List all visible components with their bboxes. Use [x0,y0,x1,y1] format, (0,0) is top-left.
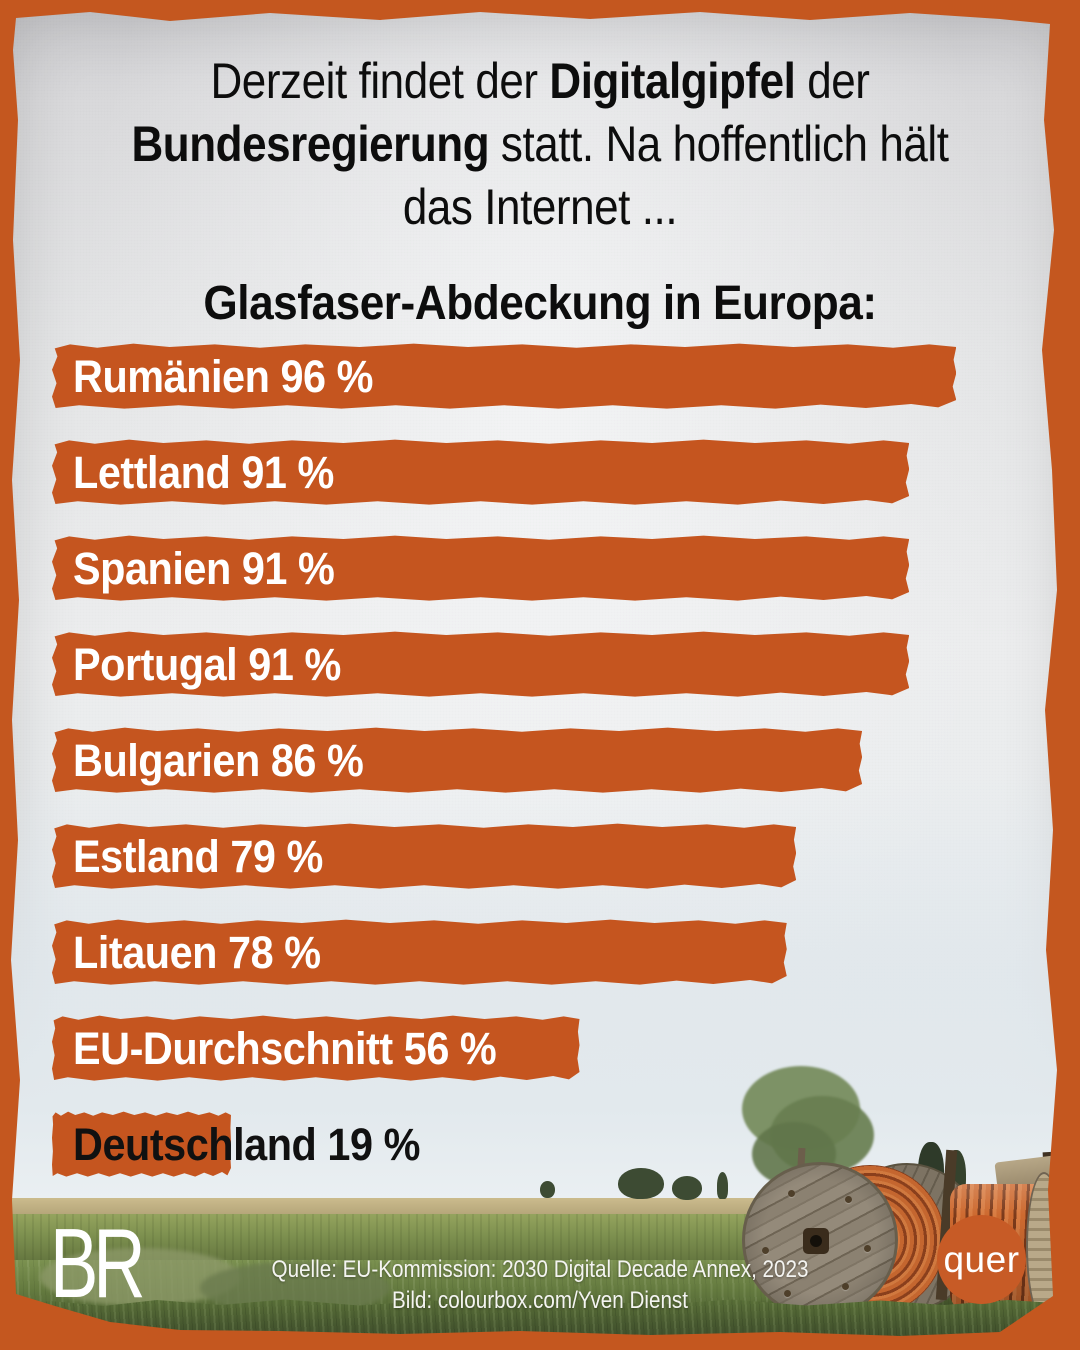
bar-row: Lettland 91 % [52,439,994,506]
source-line: Quelle: EU-Kommission: 2030 Digital Deca… [271,1256,809,1283]
bar-chart: Rumänien 96 % Lettland 91 % Spanien 91 % Po… [52,343,994,1207]
drum-bolt [864,1245,871,1252]
bar-label: Litauen 78 % [73,927,321,978]
bar-label: Spanien 91 % [73,543,335,594]
headline-bold-digitalgipfel: Digitalgipfel [549,53,796,109]
image-credit-line: Bild: colourbox.com/Yven Dienst [391,1287,688,1314]
bar-row: Rumänien 96 % [52,343,994,410]
headline-bold-bundesregierung: Bundesregierung [131,116,490,172]
source-caption: Quelle: EU-Kommission: 2030 Digital Deca… [76,1254,1005,1316]
bar-row: Portugal 91 % [52,631,994,698]
bar-label: Portugal 91 % [73,639,341,690]
headline: Derzeit findet der Digitalgipfel der Bun… [91,50,989,239]
quer-logo-badge: quer [937,1215,1026,1304]
bar-label: Deutschland 19 % [73,1119,420,1170]
headline-line-3: das Internet ... [402,179,678,235]
chart-title: Glasfaser-Abdeckung in Europa: [203,277,877,330]
bar-row: Bulgarien 86 % [52,727,994,794]
headline-line-2: Bundesregierung statt. Na hoffentlich hä… [91,113,989,176]
headline-text: Derzeit findet der [210,53,550,109]
headline-text: statt. Na hoffentlich hält [489,116,949,172]
drum-bolt [762,1247,769,1254]
quer-logo-text: quer [943,1238,1020,1280]
bar-label: Bulgarien 86 % [73,735,364,786]
bar-row: Estland 79 % [52,823,994,890]
bar-label: Rumänien 96 % [73,351,374,402]
bar-row: Deutschland 19 % [52,1111,994,1178]
headline-line-1: Derzeit findet der Digitalgipfel der [91,50,989,113]
bar-row: EU-Durchschnitt 56 % [52,1015,994,1082]
headline-text: der [795,53,870,109]
bar-label: Estland 79 % [73,831,323,882]
cable-drum-hub [803,1228,829,1254]
bar-label: EU-Durchschnitt 56 % [73,1023,497,1074]
bar-label: Lettland 91 % [73,447,334,498]
bar-row: Spanien 91 % [52,535,994,602]
bar-row: Litauen 78 % [52,919,994,986]
cable-drum-side-flange [1026,1172,1062,1320]
